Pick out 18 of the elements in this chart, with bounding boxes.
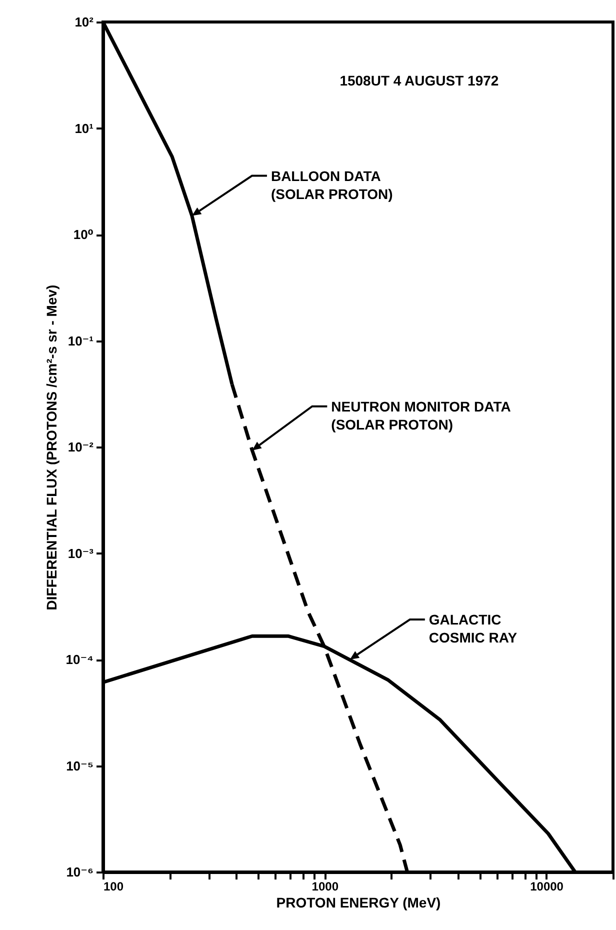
y-tick-label: 10⁰ [73, 227, 94, 242]
x-tick-label: 100 [104, 880, 124, 894]
y-axis-title: DIFFERENTIAL FLUX (PROTONS /cm²-s sr - Mev) [44, 284, 60, 610]
x-tick-label: 1000 [312, 880, 339, 894]
x-tick-label: 10000 [530, 880, 564, 894]
annotation: 1508UT 4 AUGUST 1972 [340, 72, 499, 88]
y-tick-label: 10⁻² [68, 440, 94, 454]
x-axis-title: PROTON ENERGY (MeV) [276, 894, 441, 910]
y-tick-label: 10² [74, 14, 94, 30]
annotation: BALLOON DATA (SOLAR PROTON) [270, 168, 393, 202]
y-tick-label: 10⁻³ [68, 546, 94, 561]
y-tick-label: 10⁻¹ [68, 333, 94, 348]
annotation: GALACTIC COSMIC RAY [428, 612, 518, 646]
y-tick-label: 10⁻⁴ [66, 652, 94, 667]
annotation: NEUTRON MONITOR DATA (SOLAR PROTON) [331, 398, 511, 432]
y-tick-label: 10⁻⁵ [66, 758, 94, 774]
y-tick-label: 10¹ [74, 120, 94, 136]
y-tick-label: 10⁻⁶ [66, 864, 94, 880]
